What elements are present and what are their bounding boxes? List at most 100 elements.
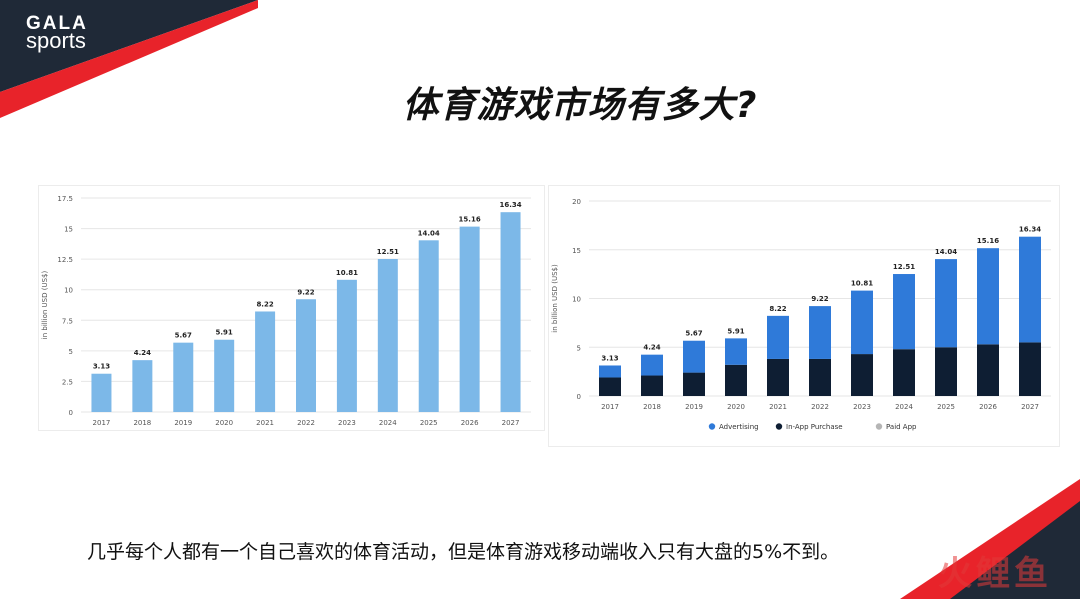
bar-segment-advertising bbox=[977, 248, 999, 345]
y-axis-label: in billion USD (US$) bbox=[41, 271, 49, 340]
bar bbox=[173, 342, 194, 412]
bar bbox=[296, 299, 316, 412]
gala-sports-logo: GALA sports bbox=[26, 14, 88, 52]
data-label: 5.67 bbox=[685, 330, 702, 338]
y-tick-label: 20 bbox=[572, 198, 581, 206]
x-tick-label: 2018 bbox=[643, 403, 661, 411]
bar-segment-advertising bbox=[767, 315, 789, 359]
y-tick-label: 2.5 bbox=[62, 378, 73, 386]
y-tick-label: 15 bbox=[572, 247, 581, 255]
data-label: 16.34 bbox=[1019, 226, 1041, 234]
x-tick-label: 2018 bbox=[133, 419, 151, 427]
bar-segment-in-app-purchase bbox=[641, 375, 663, 396]
legend-label: In-App Purchase bbox=[786, 423, 843, 431]
bar-segment-in-app-purchase bbox=[893, 349, 915, 396]
y-tick-label: 5 bbox=[577, 344, 581, 352]
bar bbox=[336, 279, 357, 412]
x-tick-label: 2027 bbox=[1021, 403, 1039, 411]
x-tick-label: 2023 bbox=[338, 419, 356, 427]
bar-segment-in-app-purchase bbox=[767, 358, 789, 396]
y-tick-label: 10 bbox=[64, 287, 73, 295]
data-label: 8.22 bbox=[769, 305, 786, 313]
bar bbox=[91, 373, 112, 412]
bar-segment-advertising bbox=[893, 274, 915, 350]
bar-segment-in-app-purchase bbox=[809, 358, 831, 396]
x-tick-label: 2022 bbox=[297, 419, 315, 427]
data-label: 5.67 bbox=[175, 332, 192, 340]
bar bbox=[214, 339, 235, 412]
y-axis-label: in billion USD (US$) bbox=[551, 264, 559, 333]
total-revenue-bar-chart: 0 2.5 5 7.5 10 12.5 15 17.5 in billion USD (US$)… bbox=[38, 185, 545, 431]
bar-segment-in-app-purchase bbox=[683, 372, 705, 396]
x-tick-label: 2021 bbox=[256, 419, 274, 427]
legend-label: Advertising bbox=[719, 423, 759, 431]
legend-marker bbox=[708, 423, 716, 430]
data-label: 12.51 bbox=[377, 248, 399, 256]
x-tick-label: 2017 bbox=[601, 403, 619, 411]
x-tick-label: 2019 bbox=[685, 403, 703, 411]
x-tick-label: 2024 bbox=[895, 403, 913, 411]
watermark-text: 火鲤鱼 bbox=[938, 554, 1052, 594]
data-label: 9.22 bbox=[811, 295, 828, 303]
x-tick-label: 2027 bbox=[502, 419, 520, 427]
y-tick-label: 0 bbox=[69, 409, 73, 417]
data-label: 3.13 bbox=[601, 354, 618, 362]
bar-segment-advertising bbox=[935, 259, 957, 348]
bar bbox=[500, 212, 521, 412]
bar-segment-in-app-purchase bbox=[935, 347, 957, 396]
x-tick-label: 2020 bbox=[727, 403, 745, 411]
x-tick-label: 2020 bbox=[215, 419, 233, 427]
bar-segment-in-app-purchase bbox=[599, 377, 621, 396]
x-tick-label: 2021 bbox=[769, 403, 787, 411]
logo-text-gala: GALA bbox=[26, 13, 88, 34]
y-tick-label: 0 bbox=[577, 393, 581, 401]
data-label: 3.13 bbox=[93, 363, 110, 371]
bar-segment-advertising bbox=[641, 354, 663, 376]
x-tick-label: 2019 bbox=[174, 419, 192, 427]
bar bbox=[418, 240, 439, 412]
bar-segment-advertising bbox=[683, 340, 705, 373]
y-tick-label: 5 bbox=[69, 348, 73, 356]
bar-segment-advertising bbox=[1019, 236, 1041, 343]
revenue-by-source-stacked-bar-chart: 0 5 10 15 20 in billion USD (US$) 2017 3.13 2018… bbox=[548, 185, 1060, 447]
bar-segment-in-app-purchase bbox=[1019, 342, 1041, 396]
data-label: 5.91 bbox=[216, 329, 233, 337]
x-tick-label: 2017 bbox=[93, 419, 111, 427]
y-tick-label: 17.5 bbox=[57, 195, 73, 203]
bar bbox=[255, 311, 276, 412]
legend-marker bbox=[775, 423, 783, 430]
slide-title: 体育游戏市场有多大? bbox=[402, 85, 758, 126]
data-label: 14.04 bbox=[935, 248, 957, 256]
x-tick-label: 2026 bbox=[461, 419, 479, 427]
bar bbox=[132, 360, 153, 412]
data-label: 10.81 bbox=[851, 280, 873, 288]
logo-text-sports: sports bbox=[26, 28, 86, 53]
y-tick-label: 12.5 bbox=[57, 256, 73, 264]
bottom-right-corner-decoration bbox=[900, 479, 1080, 599]
x-tick-label: 2022 bbox=[811, 403, 829, 411]
bar-segment-in-app-purchase bbox=[851, 354, 873, 396]
data-label: 12.51 bbox=[893, 263, 915, 271]
slide-caption: 几乎每个人都有一个自己喜欢的体育活动，但是体育游戏移动端收入只有大盘的5%不到。 bbox=[87, 541, 840, 563]
top-left-corner-decoration bbox=[0, 0, 258, 118]
data-label: 9.22 bbox=[297, 288, 314, 296]
data-label: 15.16 bbox=[459, 216, 481, 224]
legend-marker bbox=[875, 423, 883, 430]
data-label: 16.34 bbox=[499, 201, 521, 209]
bar-segment-advertising bbox=[809, 306, 831, 359]
legend-label: Paid App bbox=[886, 423, 917, 431]
x-tick-label: 2025 bbox=[420, 419, 438, 427]
bar-segment-advertising bbox=[599, 365, 621, 378]
data-label: 4.24 bbox=[643, 344, 660, 352]
y-tick-label: 7.5 bbox=[62, 317, 73, 325]
data-label: 15.16 bbox=[977, 237, 999, 245]
bar-segment-advertising bbox=[725, 338, 747, 365]
data-label: 8.22 bbox=[256, 300, 273, 308]
bar-segment-in-app-purchase bbox=[725, 364, 747, 396]
x-tick-label: 2024 bbox=[379, 419, 397, 427]
bar-segment-advertising bbox=[851, 290, 873, 355]
y-tick-label: 15 bbox=[64, 226, 73, 234]
data-label: 5.91 bbox=[727, 327, 744, 335]
data-label: 10.81 bbox=[336, 269, 358, 277]
bar bbox=[377, 259, 398, 412]
